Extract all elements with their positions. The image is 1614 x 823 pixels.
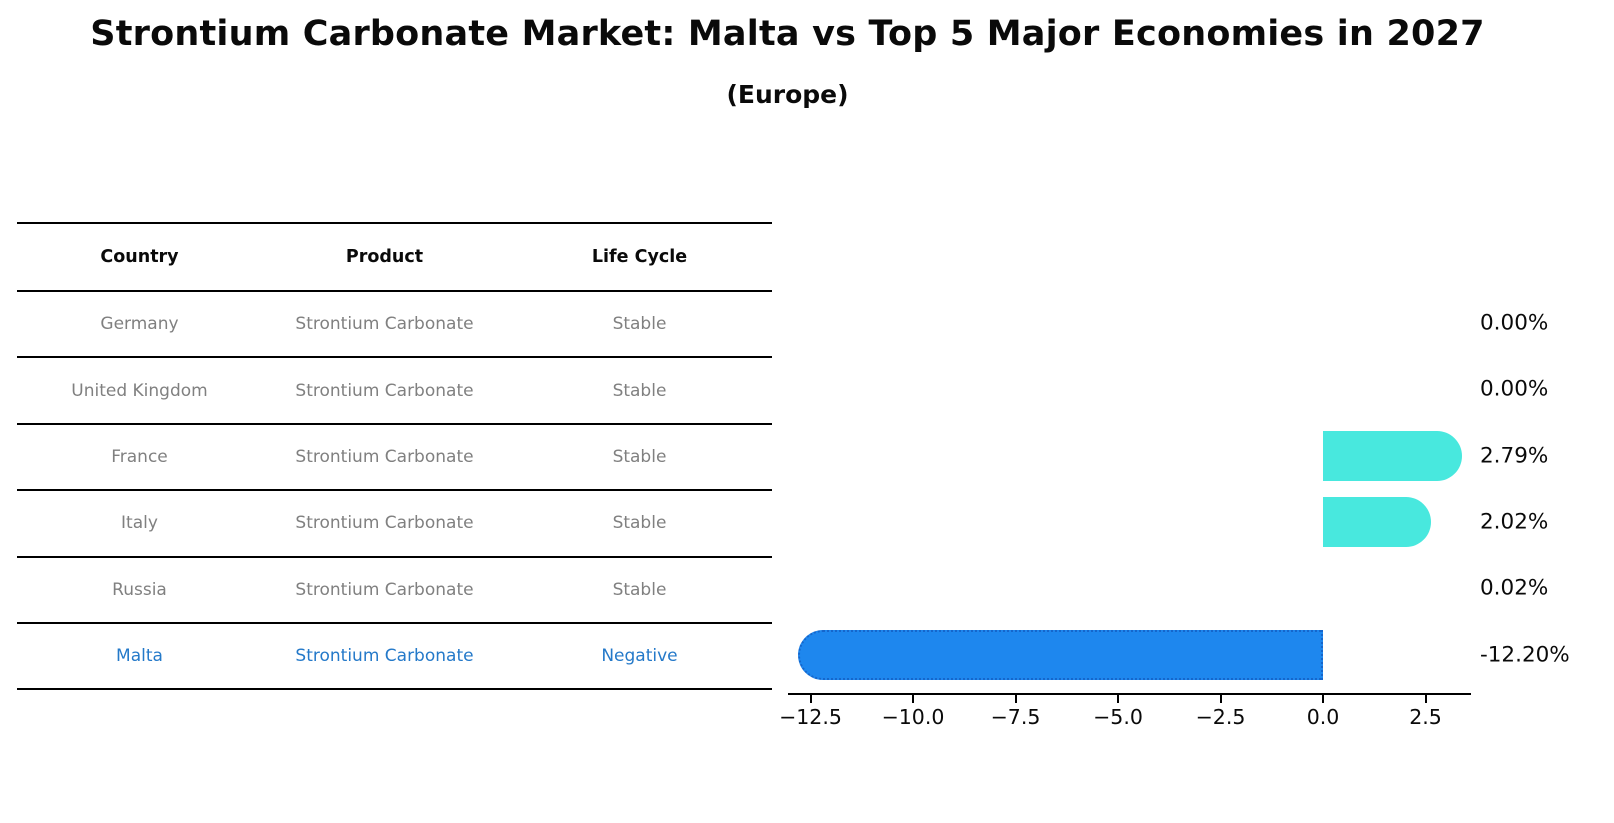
table-body: Germany Strontium Carbonate Stable Unite… [17,292,772,691]
x-tick-mark [809,695,812,703]
product-cell: Strontium Carbonate [295,646,474,667]
product-cell: Strontium Carbonate [295,579,474,600]
x-tick-mark [1117,695,1120,703]
column-header-life-cycle: Life Cycle [591,247,688,267]
table-row: Malta Strontium Carbonate Negative [17,624,772,691]
x-tick-mark [1219,695,1222,703]
product-cell: Strontium Carbonate [295,314,474,335]
value-label-russia: 0.02% [1480,575,1549,601]
info-table: Country Product Life Cycle Germany Stron… [17,222,772,691]
product-cell: Strontium Carbonate [295,513,474,534]
country-cell: France [111,446,168,467]
x-tick-label: −7.5 [990,705,1041,729]
x-tick-label: −12.5 [779,705,842,729]
x-tick-label: −10.0 [881,705,945,729]
country-cell: United Kingdom [71,380,208,401]
table-row: Russia Strontium Carbonate Stable [17,558,772,624]
table-row: Italy Strontium Carbonate Stable [17,491,772,558]
life-cycle-cell: Stable [612,446,667,467]
value-label-france: 2.79% [1480,443,1549,469]
life-cycle-cell: Stable [612,314,667,335]
x-tick-mark [1014,695,1017,703]
x-tick-mark [1424,695,1427,703]
table-header-row: Country Product Life Cycle [17,224,772,292]
chart-title: Strontium Carbonate Market: Malta vs Top… [90,14,1485,54]
value-label-malta: -12.20% [1480,642,1570,668]
value-label-united-kingdom: 0.00% [1480,376,1549,402]
country-cell: Malta [116,646,163,667]
column-header-country: Country [100,247,179,267]
country-cell: Russia [112,579,167,600]
life-cycle-cell: Stable [612,380,667,401]
chart-subtitle: (Europe) [726,80,849,109]
bar-malta [797,629,1323,680]
value-label-germany: 0.00% [1480,310,1549,336]
product-cell: Strontium Carbonate [295,446,474,467]
bar-italy [1323,496,1431,547]
table-row: United Kingdom Strontium Carbonate Stabl… [17,358,772,425]
life-cycle-cell: Negative [601,646,678,667]
x-tick-mark [1322,695,1325,703]
table-row: France Strontium Carbonate Stable [17,425,772,492]
table-row: Germany Strontium Carbonate Stable [17,292,772,359]
x-tick-label: −5.0 [1093,705,1143,729]
x-tick-label: 2.5 [1409,705,1442,729]
x-axis-spine [788,693,1471,696]
product-cell: Strontium Carbonate [295,380,474,401]
life-cycle-cell: Stable [612,513,667,534]
life-cycle-cell: Stable [612,579,667,600]
value-label-italy: 2.02% [1480,509,1549,535]
x-tick-mark [912,695,915,703]
column-header-product: Product [345,247,424,267]
x-tick-label: −2.5 [1195,705,1246,729]
country-cell: Germany [100,314,179,335]
x-tick-label: 0.0 [1306,705,1340,729]
bar-france [1323,430,1463,481]
country-cell: Italy [121,513,158,534]
